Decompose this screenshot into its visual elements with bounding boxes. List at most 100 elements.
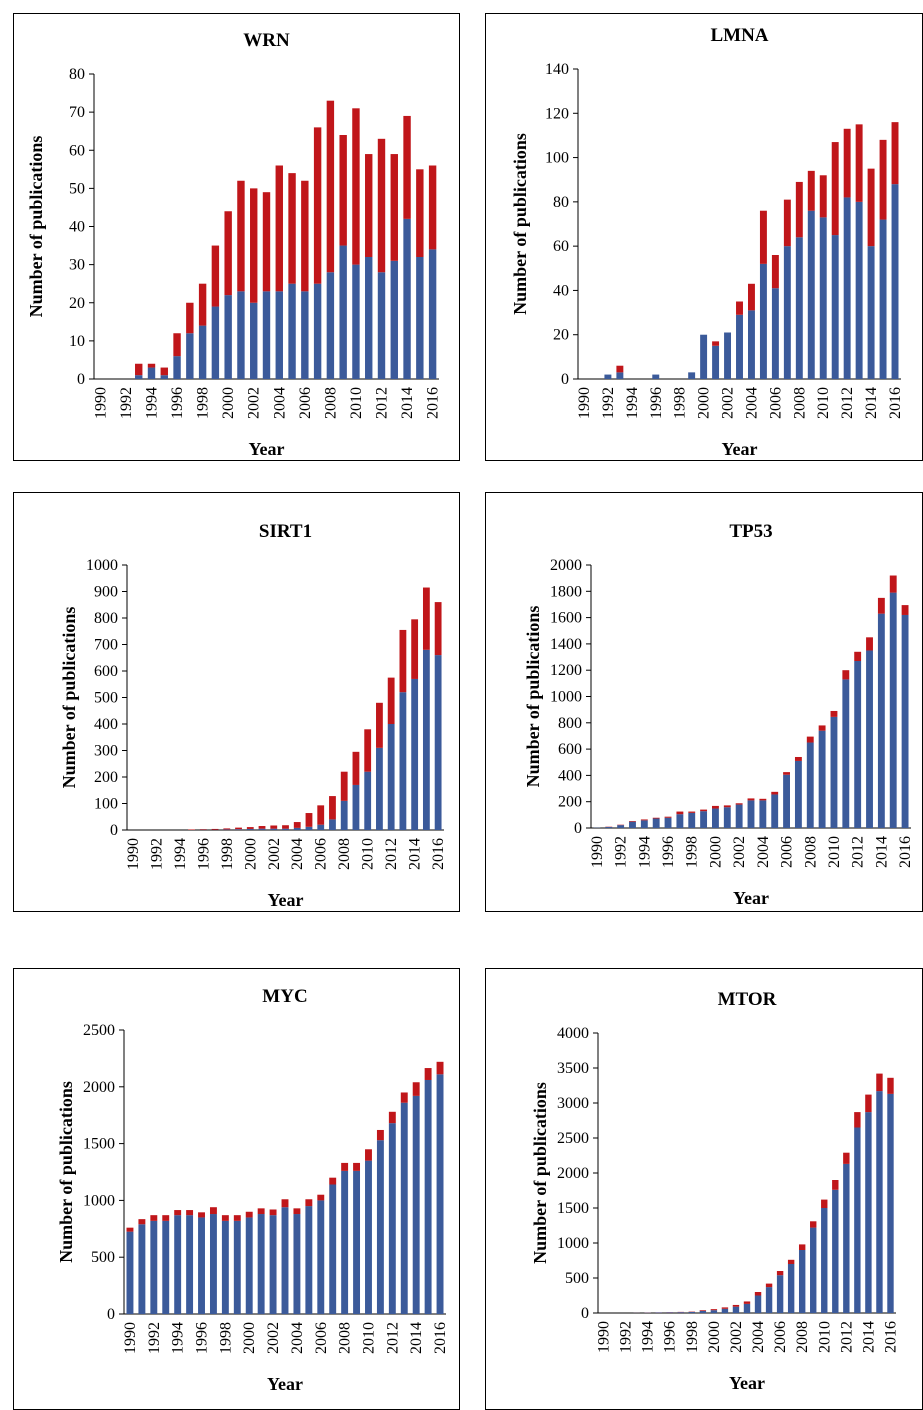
chart-title: LMNA (710, 25, 768, 46)
y-tick-label: 0 (77, 371, 85, 388)
bar-segment-lower (876, 1091, 883, 1313)
y-tick-label: 0 (561, 371, 569, 388)
bar-segment-upper (224, 211, 232, 296)
x-tick-label: 2006 (767, 387, 784, 419)
y-tick-label: 100 (545, 150, 569, 167)
bar-segment-lower (771, 794, 779, 828)
bar-segment-upper (329, 796, 336, 820)
x-tick-label: 2006 (772, 1321, 789, 1353)
bar-segment-upper (198, 1212, 205, 1218)
x-tick-label: 2010 (360, 838, 377, 870)
y-tick-label: 1400 (550, 636, 582, 653)
bar-segment-lower (352, 784, 360, 830)
y-tick-label: 500 (565, 1270, 589, 1287)
y-tick-label: 20 (69, 295, 85, 312)
bar-segment-upper (765, 1283, 773, 1288)
y-tick-label: 60 (553, 238, 569, 255)
bar-segment-upper (412, 1082, 420, 1096)
bar-segment-lower (174, 1215, 182, 1314)
bar-segment-upper (854, 651, 862, 661)
bar-segment-upper (305, 1199, 313, 1207)
bar-segment-lower (724, 332, 732, 379)
y-tick-label: 3500 (557, 1060, 589, 1077)
bar-segment-lower (677, 1312, 684, 1313)
bar-segment-lower (301, 291, 309, 379)
y-tick-label: 1000 (550, 689, 582, 706)
bar-segment-lower (422, 649, 430, 830)
bar-segment-lower (810, 1227, 817, 1313)
x-tick-label: 2008 (337, 1322, 354, 1354)
y-tick-label: 120 (545, 105, 569, 122)
bar-segment-lower (416, 257, 424, 379)
bar-segment-lower (173, 356, 181, 379)
bar-segment-upper (877, 597, 885, 614)
bar-segment-lower (269, 1215, 277, 1314)
bar-segment-upper (854, 1112, 861, 1128)
x-tick-label: 2008 (794, 1321, 811, 1353)
bar-segment-lower (340, 800, 348, 830)
bar-segment-upper (313, 127, 322, 284)
bar-segment-lower (353, 1170, 361, 1314)
x-tick-label: 2014 (873, 836, 890, 868)
y-tick-label: 0 (107, 1306, 115, 1323)
bar-segment-upper (353, 1162, 361, 1171)
bar-segment-upper (209, 1207, 217, 1215)
bar-segment-upper (700, 809, 708, 812)
x-tick-label: 1998 (195, 387, 212, 419)
bar-segment-lower (887, 1093, 894, 1313)
bar-segment-upper (818, 725, 826, 731)
bar-segment-lower (818, 730, 826, 828)
chart-svg: MYC 0 500 1000 1500 2000 2500 1990 1992 1994 1996 1… (56, 986, 449, 1394)
x-tick-label: 2014 (408, 1322, 425, 1354)
bar-segment-lower (666, 1312, 673, 1313)
bar-segment-upper (341, 1162, 349, 1171)
bar-segment-upper (759, 210, 767, 264)
bar-segment-upper (424, 1068, 432, 1080)
bar-segment-upper (422, 587, 430, 650)
y-tick-label: 1500 (557, 1200, 589, 1217)
bar-segment-lower (376, 1140, 384, 1314)
bar-segment-lower (352, 264, 360, 379)
bar-segment-upper (250, 188, 258, 303)
chart-panel-sirt1: SIRT1 0 100 200 300 400 500 600 700 800 900 1000 199… (13, 492, 460, 912)
y-tick-label: 0 (581, 1305, 589, 1322)
y-tick-label: 80 (69, 66, 85, 83)
bar-segment-lower (736, 314, 743, 379)
x-tick-label: 2010 (815, 387, 832, 419)
bar-segment-upper (735, 803, 743, 805)
bar-segment-upper (365, 1149, 372, 1161)
bar-segment-upper (901, 605, 909, 615)
bar-segment-lower (798, 1250, 806, 1313)
bar-segment-lower (710, 1310, 718, 1313)
bar-segment-lower (257, 1214, 265, 1314)
chart-title: TP53 (729, 521, 772, 542)
bar-segment-upper (783, 199, 791, 247)
bar-segment-lower (258, 828, 266, 830)
x-tick-label: 2004 (271, 387, 288, 419)
y-tick-label: 1000 (557, 1235, 589, 1252)
bar-segment-upper (186, 302, 194, 334)
bar-segment-upper (889, 575, 897, 593)
bar-segment-lower (282, 828, 289, 830)
y-tick-label: 900 (94, 584, 118, 601)
bar-segment-lower (807, 210, 815, 379)
bar-segment-lower (629, 821, 636, 828)
bar-segment-lower (293, 827, 301, 830)
bar-segment-lower (399, 692, 407, 830)
bar-segment-lower (339, 245, 347, 379)
bar-segment-lower (640, 820, 648, 828)
y-tick-label: 300 (94, 743, 118, 760)
bar-segment-lower (819, 217, 827, 379)
x-tick-label: 2014 (860, 1321, 877, 1353)
bar-segment-upper (147, 363, 156, 368)
bar-segment-upper (879, 139, 887, 220)
chart-panel-mtor: MTOR 0 500 1000 1500 2000 2500 3000 3500 4000 1990… (485, 968, 923, 1410)
bar-segment-lower (126, 1231, 134, 1314)
bar-segment-upper (198, 283, 207, 326)
bar-segment-upper (712, 341, 720, 346)
bar-segment-lower (317, 824, 325, 830)
chart-svg: SIRT1 0 100 200 300 400 500 600 700 800 900 1000 199… (59, 521, 447, 910)
x-tick-label: 1990 (589, 836, 606, 868)
x-tick-label: 1992 (118, 387, 135, 419)
bar-segment-lower (211, 306, 220, 379)
